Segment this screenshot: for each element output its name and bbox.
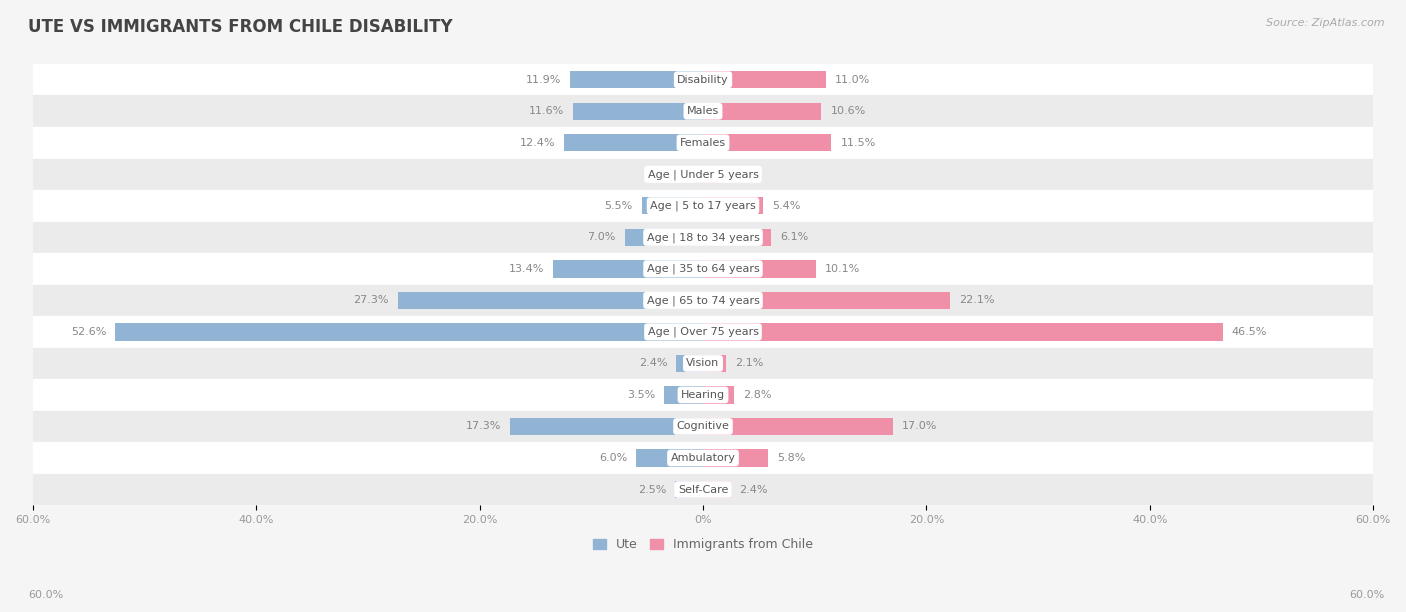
Text: 11.9%: 11.9%: [526, 75, 561, 84]
Bar: [115, 323, 703, 340]
Text: Age | 35 to 64 years: Age | 35 to 64 years: [647, 264, 759, 274]
Text: 6.0%: 6.0%: [599, 453, 627, 463]
Bar: [703, 386, 734, 403]
Bar: [32, 474, 1374, 506]
Text: Age | 5 to 17 years: Age | 5 to 17 years: [650, 201, 756, 211]
Bar: [693, 166, 703, 183]
Text: 2.4%: 2.4%: [638, 359, 668, 368]
Text: 13.4%: 13.4%: [509, 264, 544, 274]
Bar: [564, 134, 703, 151]
Text: Self-Care: Self-Care: [678, 485, 728, 494]
Bar: [703, 260, 815, 277]
Text: 60.0%: 60.0%: [28, 590, 63, 600]
Bar: [32, 159, 1374, 190]
Legend: Ute, Immigrants from Chile: Ute, Immigrants from Chile: [588, 534, 818, 556]
Text: 11.5%: 11.5%: [841, 138, 876, 147]
Bar: [641, 197, 703, 214]
Text: 2.4%: 2.4%: [738, 485, 768, 494]
Bar: [676, 355, 703, 372]
Bar: [32, 316, 1374, 348]
Bar: [703, 71, 825, 88]
Bar: [703, 292, 950, 309]
Bar: [32, 285, 1374, 316]
Text: 0.86%: 0.86%: [650, 170, 685, 179]
Bar: [703, 134, 831, 151]
Text: 5.4%: 5.4%: [772, 201, 800, 211]
Text: 7.0%: 7.0%: [588, 233, 616, 242]
Text: Age | Over 75 years: Age | Over 75 years: [648, 327, 758, 337]
Bar: [574, 103, 703, 120]
Bar: [32, 95, 1374, 127]
Text: 1.3%: 1.3%: [727, 170, 755, 179]
Bar: [32, 190, 1374, 222]
Bar: [703, 103, 821, 120]
Text: Cognitive: Cognitive: [676, 422, 730, 431]
Bar: [636, 449, 703, 467]
Text: Age | 18 to 34 years: Age | 18 to 34 years: [647, 232, 759, 242]
Text: 5.8%: 5.8%: [776, 453, 806, 463]
Bar: [703, 323, 1223, 340]
Bar: [664, 386, 703, 403]
Bar: [703, 481, 730, 498]
Text: Ambulatory: Ambulatory: [671, 453, 735, 463]
Text: 2.8%: 2.8%: [744, 390, 772, 400]
Text: 12.4%: 12.4%: [520, 138, 555, 147]
Text: Males: Males: [688, 106, 718, 116]
Bar: [703, 449, 768, 467]
Text: Age | 65 to 74 years: Age | 65 to 74 years: [647, 295, 759, 305]
Bar: [510, 418, 703, 435]
Text: Disability: Disability: [678, 75, 728, 84]
Text: Hearing: Hearing: [681, 390, 725, 400]
Bar: [32, 222, 1374, 253]
Text: 10.6%: 10.6%: [831, 106, 866, 116]
Text: 5.5%: 5.5%: [605, 201, 633, 211]
Bar: [32, 379, 1374, 411]
Bar: [703, 418, 893, 435]
Text: Source: ZipAtlas.com: Source: ZipAtlas.com: [1267, 18, 1385, 28]
Text: 10.1%: 10.1%: [825, 264, 860, 274]
Text: 17.0%: 17.0%: [901, 422, 938, 431]
Bar: [32, 127, 1374, 159]
Bar: [32, 411, 1374, 442]
Text: 2.5%: 2.5%: [638, 485, 666, 494]
Text: 22.1%: 22.1%: [959, 296, 994, 305]
Text: Vision: Vision: [686, 359, 720, 368]
Bar: [703, 166, 717, 183]
Bar: [32, 348, 1374, 379]
Bar: [32, 442, 1374, 474]
Text: 46.5%: 46.5%: [1232, 327, 1267, 337]
Text: 11.6%: 11.6%: [529, 106, 564, 116]
Text: 17.3%: 17.3%: [465, 422, 501, 431]
Bar: [32, 64, 1374, 95]
Bar: [554, 260, 703, 277]
Text: 2.1%: 2.1%: [735, 359, 763, 368]
Bar: [703, 355, 727, 372]
Text: Age | Under 5 years: Age | Under 5 years: [648, 169, 758, 179]
Bar: [703, 229, 770, 246]
Bar: [398, 292, 703, 309]
Text: 6.1%: 6.1%: [780, 233, 808, 242]
Text: 52.6%: 52.6%: [70, 327, 107, 337]
Text: 60.0%: 60.0%: [1350, 590, 1385, 600]
Bar: [675, 481, 703, 498]
Text: UTE VS IMMIGRANTS FROM CHILE DISABILITY: UTE VS IMMIGRANTS FROM CHILE DISABILITY: [28, 18, 453, 36]
Text: 11.0%: 11.0%: [835, 75, 870, 84]
Text: 27.3%: 27.3%: [353, 296, 389, 305]
Bar: [569, 71, 703, 88]
Bar: [703, 197, 763, 214]
Bar: [624, 229, 703, 246]
Text: Females: Females: [681, 138, 725, 147]
Bar: [32, 253, 1374, 285]
Text: 3.5%: 3.5%: [627, 390, 655, 400]
